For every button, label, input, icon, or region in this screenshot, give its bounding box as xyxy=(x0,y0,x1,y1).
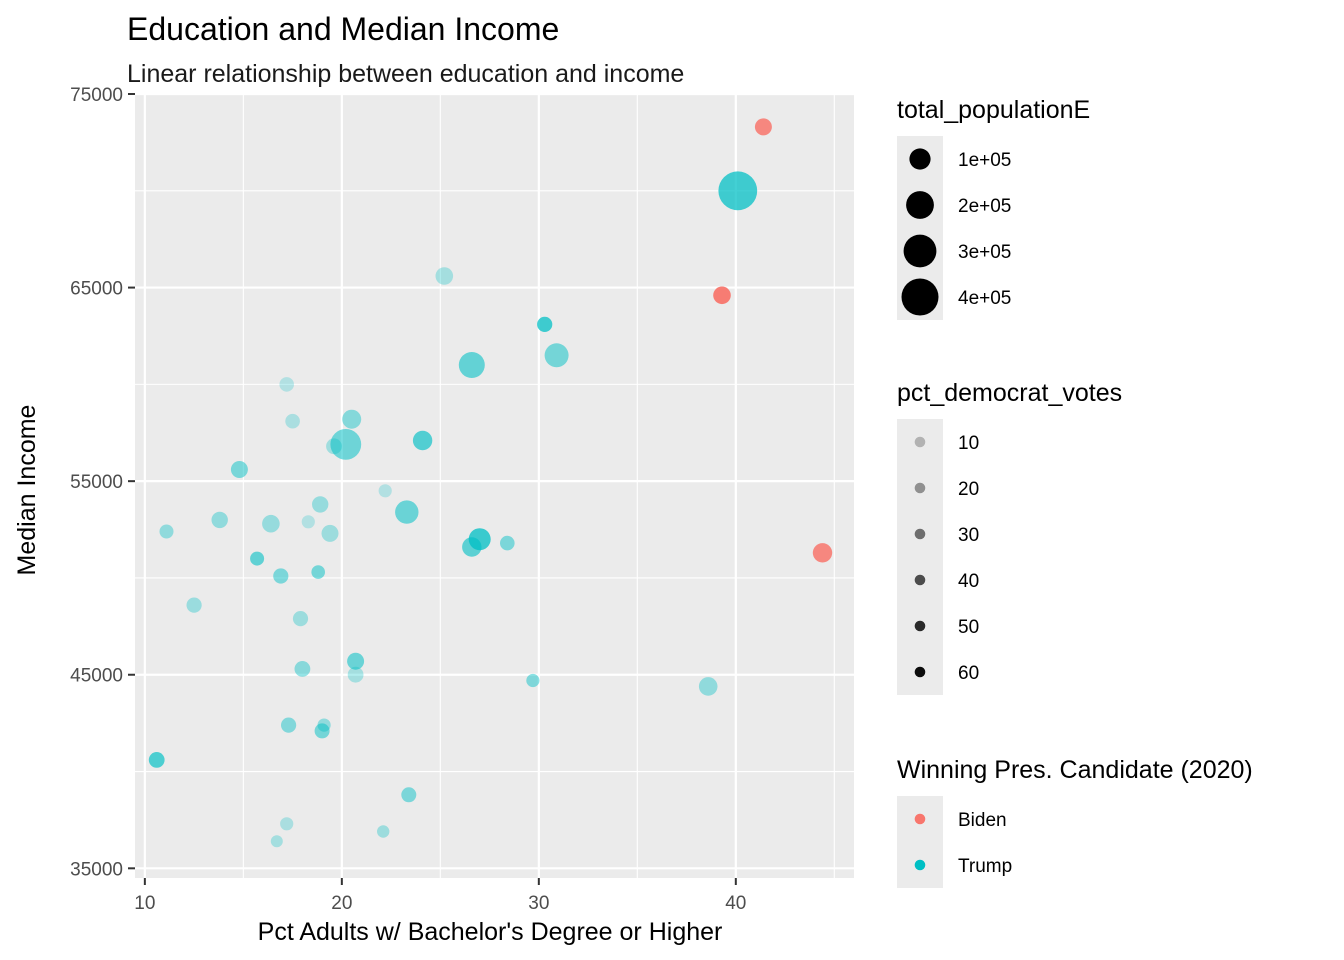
data-point xyxy=(279,377,295,392)
plot-panel xyxy=(135,94,854,878)
legend-alpha-label: 40 xyxy=(958,571,979,592)
data-point xyxy=(262,514,280,533)
y-tick-label: 45000 xyxy=(70,666,123,687)
y-axis-label: Median Income xyxy=(13,405,41,576)
data-point xyxy=(342,409,362,429)
legend-alpha-key xyxy=(914,666,926,678)
data-point xyxy=(273,568,289,584)
legend-alpha-label: 10 xyxy=(958,433,979,454)
legend-size-key xyxy=(906,191,934,219)
legend-size-label: 1e+05 xyxy=(958,150,1011,171)
legend-alpha-key xyxy=(914,482,926,494)
data-point xyxy=(718,171,758,211)
data-point xyxy=(148,752,165,768)
data-point xyxy=(250,551,265,566)
data-point xyxy=(526,673,540,688)
minor-gridlines xyxy=(135,94,854,878)
data-point xyxy=(544,343,569,368)
legend-color-label: Trump xyxy=(958,856,1012,877)
legend-color-key-background xyxy=(897,796,943,888)
data-point xyxy=(500,535,515,551)
legend-size-label: 3e+05 xyxy=(958,242,1011,263)
legend-color-key xyxy=(914,813,926,825)
data-point xyxy=(698,677,718,696)
x-tick-label: 40 xyxy=(725,893,746,914)
data-point xyxy=(395,500,419,524)
y-tick-label: 75000 xyxy=(70,85,123,106)
data-point xyxy=(292,611,309,627)
legend-alpha-label: 30 xyxy=(958,525,979,546)
data-point xyxy=(301,515,315,529)
legend-alpha-key xyxy=(914,436,926,448)
data-point xyxy=(326,438,342,455)
legend-size-label: 2e+05 xyxy=(958,196,1011,217)
x-tick-label: 10 xyxy=(134,893,155,914)
legend-alpha-key-background xyxy=(897,419,943,695)
data-point xyxy=(211,511,228,529)
chart-title: Education and Median Income xyxy=(127,11,559,47)
data-point xyxy=(812,543,833,563)
legend-alpha-label: 50 xyxy=(958,617,979,638)
data-point xyxy=(377,825,390,838)
data-point xyxy=(330,429,362,460)
legend-size: total_populationE 1e+05 2e+05 3e+05 4e+05 xyxy=(897,96,1090,320)
data-point xyxy=(312,496,329,513)
data-point xyxy=(754,118,772,136)
data-point xyxy=(435,267,454,285)
x-axis-label: Pct Adults w/ Bachelor's Degree or Highe… xyxy=(258,918,723,946)
legend-size-key xyxy=(901,278,939,316)
legend-alpha-key xyxy=(914,620,926,632)
data-point xyxy=(347,652,365,670)
data-points xyxy=(148,118,833,848)
major-gridlines xyxy=(135,92,854,878)
y-tick-label: 55000 xyxy=(70,472,123,493)
legend-color-title: Winning Pres. Candidate (2020) xyxy=(897,756,1253,784)
data-point xyxy=(270,835,283,848)
data-point xyxy=(462,537,482,557)
data-point xyxy=(230,461,248,478)
legend-color-label: Biden xyxy=(958,810,1007,831)
data-point xyxy=(314,723,330,739)
y-tick-label: 65000 xyxy=(70,279,123,300)
data-point xyxy=(285,413,300,429)
data-point xyxy=(713,286,731,305)
data-point xyxy=(281,717,297,733)
legend-size-key xyxy=(903,234,937,268)
y-tick-label: 35000 xyxy=(70,859,123,880)
data-point xyxy=(412,430,433,451)
chart-subtitle: Linear relationship between education an… xyxy=(127,60,684,88)
y-axis: 35000 45000 55000 65000 75000 xyxy=(70,85,135,880)
legend-alpha-label: 20 xyxy=(958,479,979,500)
data-point xyxy=(401,787,417,803)
data-point xyxy=(458,352,485,378)
data-point xyxy=(186,597,202,613)
x-tick-label: 20 xyxy=(331,893,352,914)
legend-size-label: 4e+05 xyxy=(958,288,1011,309)
legend-color: Winning Pres. Candidate (2020) Biden Trum… xyxy=(897,756,1253,888)
legend-size-key xyxy=(909,148,931,170)
x-axis: 10 20 30 40 xyxy=(134,878,746,914)
legend-size-title: total_populationE xyxy=(897,96,1090,124)
data-point xyxy=(378,484,392,498)
data-point xyxy=(321,524,339,542)
data-point xyxy=(317,718,331,732)
data-point xyxy=(280,817,294,831)
x-tick-label: 30 xyxy=(528,893,549,914)
legend-alpha: pct_democrat_votes 10 20 30 40 50 60 xyxy=(897,379,1122,695)
data-point xyxy=(159,524,174,539)
data-point xyxy=(311,565,326,579)
legend-alpha-title: pct_democrat_votes xyxy=(897,379,1122,407)
legend-color-key xyxy=(914,859,926,871)
data-point xyxy=(294,661,311,677)
legend-alpha-key xyxy=(914,574,926,586)
data-point xyxy=(347,666,364,683)
legend-alpha-key xyxy=(914,528,926,540)
data-point xyxy=(537,316,553,332)
legend-alpha-label: 60 xyxy=(958,663,979,684)
